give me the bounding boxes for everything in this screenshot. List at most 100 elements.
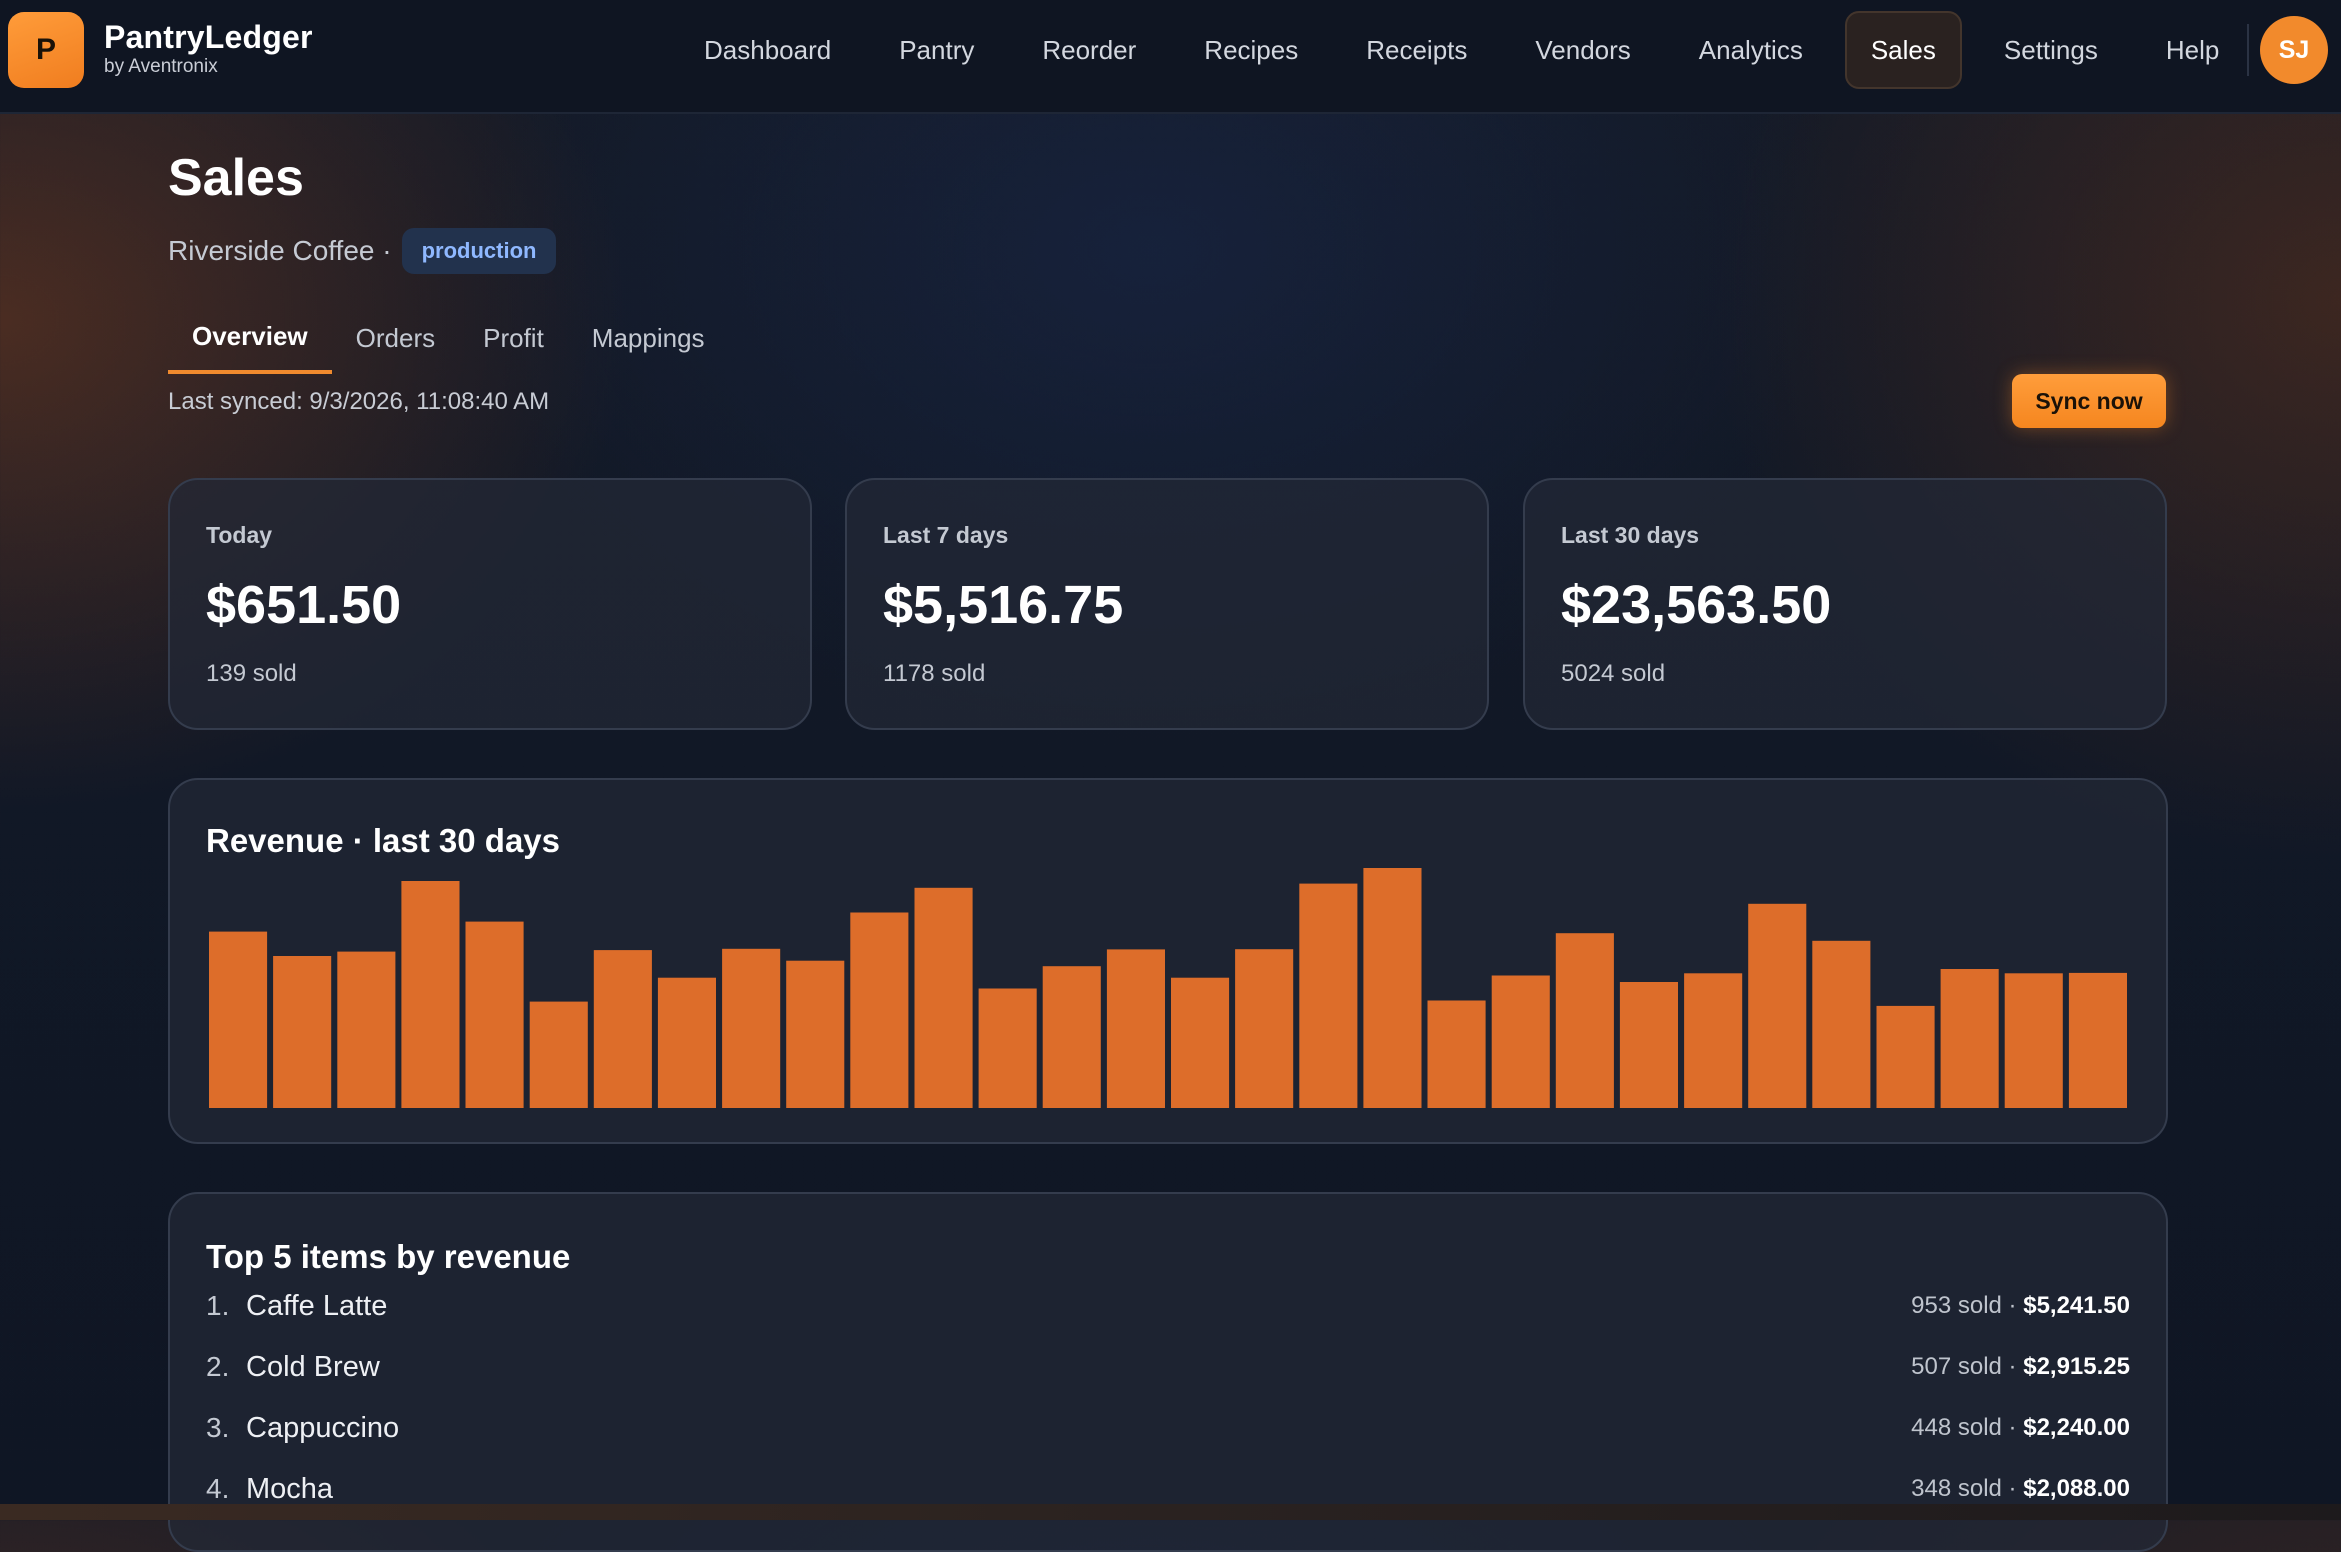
stat-card-last-30-days: Last 30 days $23,563.50 5024 sold [1523, 478, 2167, 730]
revenue-bar[interactable] [1106, 949, 1165, 1108]
revenue-bar[interactable] [1555, 933, 1614, 1108]
tab-profit[interactable]: Profit [483, 322, 544, 353]
item-stats: 348 sold · $2,088.00 [1911, 1475, 2130, 1503]
revenue-bar[interactable] [1619, 982, 1678, 1108]
stat-value: $23,563.50 [1561, 575, 1832, 635]
nav-help[interactable]: Help [2165, 34, 2220, 65]
revenue-bar[interactable] [1491, 975, 1550, 1109]
revenue-bar[interactable] [337, 951, 396, 1108]
revenue-bar[interactable] [1171, 977, 1230, 1108]
nav-vendors[interactable]: Vendors [1535, 34, 1631, 65]
item-rank: 2. [206, 1351, 230, 1382]
top-items-card: Top 5 items by revenue 1. Caffe Latte 95… [168, 1192, 2168, 1552]
item-stats: 953 sold · $5,241.50 [1911, 1292, 2130, 1320]
item-rank: 4. [206, 1473, 230, 1504]
stat-card-today: Today $651.50 139 sold [168, 478, 812, 730]
revenue-bar[interactable] [1235, 949, 1294, 1108]
top-items-title: Top 5 items by revenue [206, 1238, 571, 1275]
environment-badge: production [401, 228, 557, 274]
revenue-chart-card: Revenue · last 30 days [168, 778, 2168, 1144]
revenue-bar[interactable] [978, 988, 1037, 1109]
revenue-bar-chart [209, 868, 2127, 1109]
list-item[interactable]: 4. Mocha 348 sold · $2,088.00 [206, 1467, 2130, 1511]
user-avatar[interactable]: SJ [2260, 16, 2328, 84]
stat-value: $651.50 [206, 575, 402, 635]
item-revenue: $2,088.00 [2023, 1475, 2130, 1502]
revenue-bar[interactable] [401, 881, 460, 1108]
item-sold: 448 sold · [1911, 1414, 2017, 1441]
stat-label: Today [206, 522, 273, 548]
item-revenue: $2,915.25 [2023, 1353, 2130, 1380]
item-rank: 3. [206, 1412, 230, 1443]
nav-receipts[interactable]: Receipts [1366, 34, 1468, 65]
nav-analytics[interactable]: Analytics [1698, 34, 1803, 65]
item-revenue: $5,241.50 [2023, 1292, 2130, 1319]
app-vendor: by Aventronix [104, 56, 218, 77]
revenue-bar[interactable] [1940, 969, 1999, 1108]
item-rank: 1. [206, 1290, 230, 1321]
revenue-bar[interactable] [722, 948, 781, 1108]
revenue-bar[interactable] [529, 1001, 588, 1108]
revenue-bar[interactable] [209, 931, 268, 1108]
nav-divider [2247, 24, 2249, 76]
item-stats: 448 sold · $2,240.00 [1911, 1414, 2130, 1442]
revenue-bar[interactable] [1876, 1005, 1935, 1108]
top-navbar: P PantryLedger by Aventronix Dashboard P… [0, 0, 2341, 114]
revenue-bar[interactable] [2004, 973, 2063, 1108]
revenue-bar[interactable] [657, 977, 716, 1108]
item-sold: 953 sold · [1911, 1292, 2017, 1319]
stat-sold-count: 5024 sold [1561, 660, 1666, 687]
app-logo[interactable]: P [8, 12, 84, 88]
tab-orders[interactable]: Orders [355, 322, 436, 353]
revenue-bar[interactable] [914, 887, 973, 1108]
nav-sales[interactable]: Sales [1844, 11, 1962, 89]
main-nav: Dashboard Pantry Reorder Recipes Receipt… [670, 10, 2253, 90]
nav-dashboard[interactable]: Dashboard [704, 34, 832, 65]
item-name: Cold Brew [246, 1350, 380, 1383]
item-stats: 507 sold · $2,915.25 [1911, 1353, 2130, 1381]
page-bottom-edge [0, 1504, 2341, 1520]
revenue-bar[interactable] [1748, 903, 1807, 1108]
item-sold: 507 sold · [1911, 1353, 2017, 1380]
sales-tabs: Overview Orders Profit Mappings [168, 312, 729, 374]
tab-overview[interactable]: Overview [168, 312, 332, 374]
stat-value: $5,516.75 [883, 575, 1124, 635]
sync-now-button[interactable]: Sync now [2012, 374, 2166, 428]
revenue-bar[interactable] [786, 960, 845, 1108]
stat-label: Last 7 days [883, 522, 1009, 548]
nav-recipes[interactable]: Recipes [1204, 34, 1299, 65]
chart-title: Revenue · last 30 days [206, 822, 561, 859]
item-revenue: $2,240.00 [2023, 1414, 2130, 1441]
item-sold: 348 sold · [1911, 1475, 2017, 1502]
app-name: PantryLedger [104, 19, 313, 55]
revenue-bar[interactable] [1042, 966, 1101, 1108]
item-name: Caffe Latte [246, 1289, 388, 1322]
page-subtitle: Riverside Coffee · production [168, 228, 557, 274]
nav-reorder[interactable]: Reorder [1042, 34, 1137, 65]
stat-card-last-7-days: Last 7 days $5,516.75 1178 sold [845, 478, 1489, 730]
revenue-bar[interactable] [1812, 940, 1871, 1108]
revenue-bar[interactable] [2068, 972, 2127, 1108]
item-name: Mocha [246, 1472, 334, 1505]
tab-mappings[interactable]: Mappings [591, 322, 705, 353]
revenue-bar[interactable] [465, 921, 524, 1108]
revenue-bar[interactable] [1363, 868, 1422, 1108]
revenue-bar[interactable] [850, 912, 909, 1109]
revenue-bar[interactable] [273, 956, 332, 1108]
revenue-bar[interactable] [1299, 883, 1358, 1108]
stat-sold-count: 139 sold [206, 660, 297, 687]
stat-label: Last 30 days [1561, 522, 1700, 548]
list-item[interactable]: 3. Cappuccino 448 sold · $2,240.00 [206, 1406, 2130, 1450]
nav-pantry[interactable]: Pantry [899, 34, 975, 65]
revenue-bar[interactable] [1427, 1000, 1486, 1109]
brand: PantryLedger by Aventronix [104, 18, 313, 78]
page-title: Sales [168, 149, 304, 207]
location-name: Riverside Coffee · [168, 235, 392, 266]
revenue-bar[interactable] [593, 950, 652, 1108]
item-name: Cappuccino [246, 1411, 400, 1444]
nav-settings[interactable]: Settings [2003, 34, 2098, 65]
list-item[interactable]: 1. Caffe Latte 953 sold · $5,241.50 [206, 1284, 2130, 1328]
stat-sold-count: 1178 sold [883, 660, 986, 687]
revenue-bar[interactable] [1684, 973, 1743, 1108]
list-item[interactable]: 2. Cold Brew 507 sold · $2,915.25 [206, 1345, 2130, 1389]
